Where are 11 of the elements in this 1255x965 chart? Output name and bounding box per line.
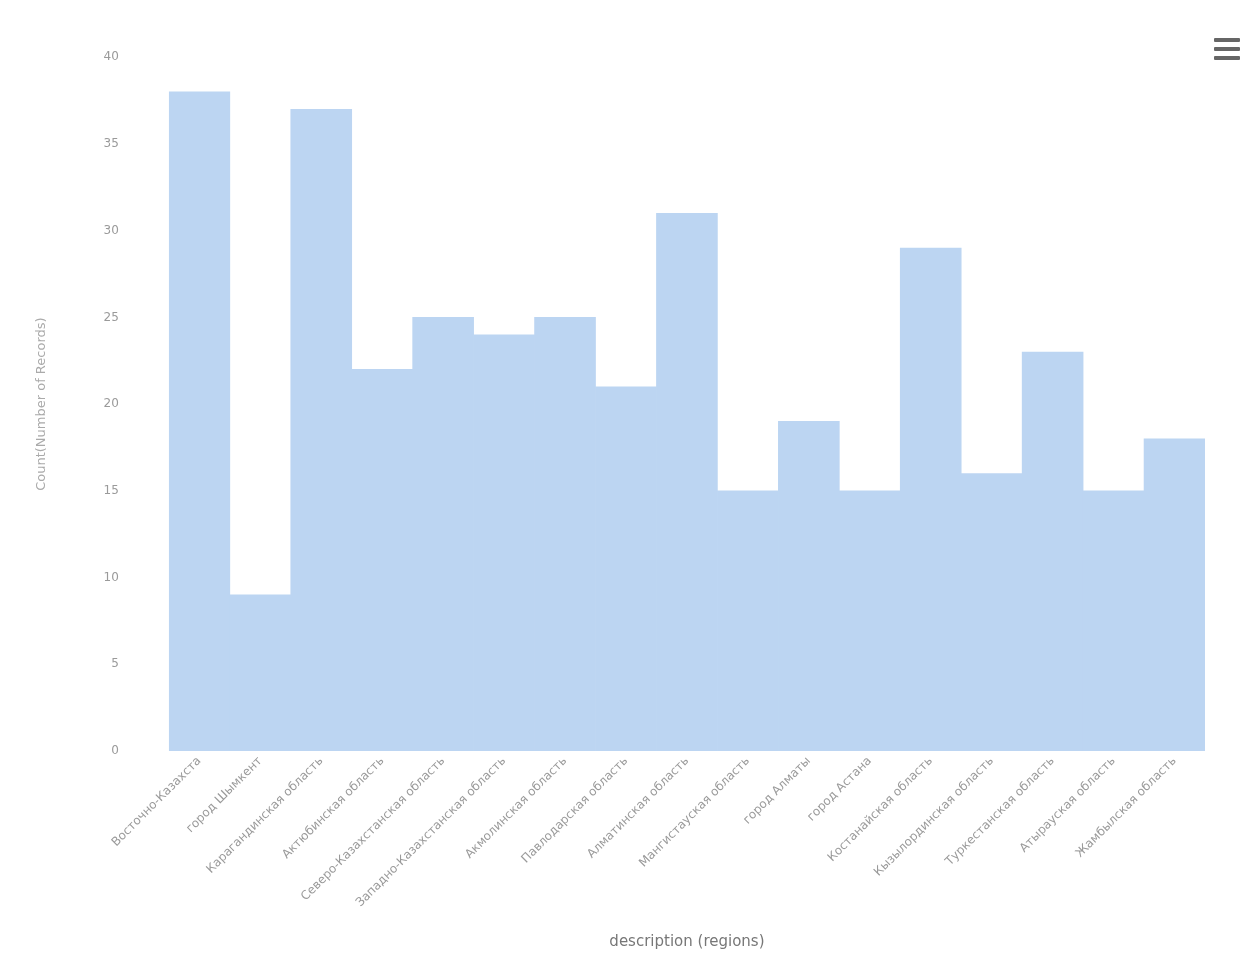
- y-tick-label: 15: [103, 482, 119, 497]
- y-tick-label: 25: [103, 309, 119, 324]
- x-axis-title: description (regions): [609, 931, 765, 950]
- y-tick-label: 5: [111, 656, 119, 671]
- y-tick-label: 40: [103, 49, 119, 64]
- y-tick-label: 10: [103, 569, 119, 584]
- y-tick-label: 0: [111, 743, 119, 758]
- y-tick-label: 35: [103, 136, 119, 151]
- y-tick-label: 30: [103, 222, 119, 237]
- y-axis-title: Count(Number of Records): [33, 317, 49, 491]
- y-tick-label: 20: [103, 396, 119, 411]
